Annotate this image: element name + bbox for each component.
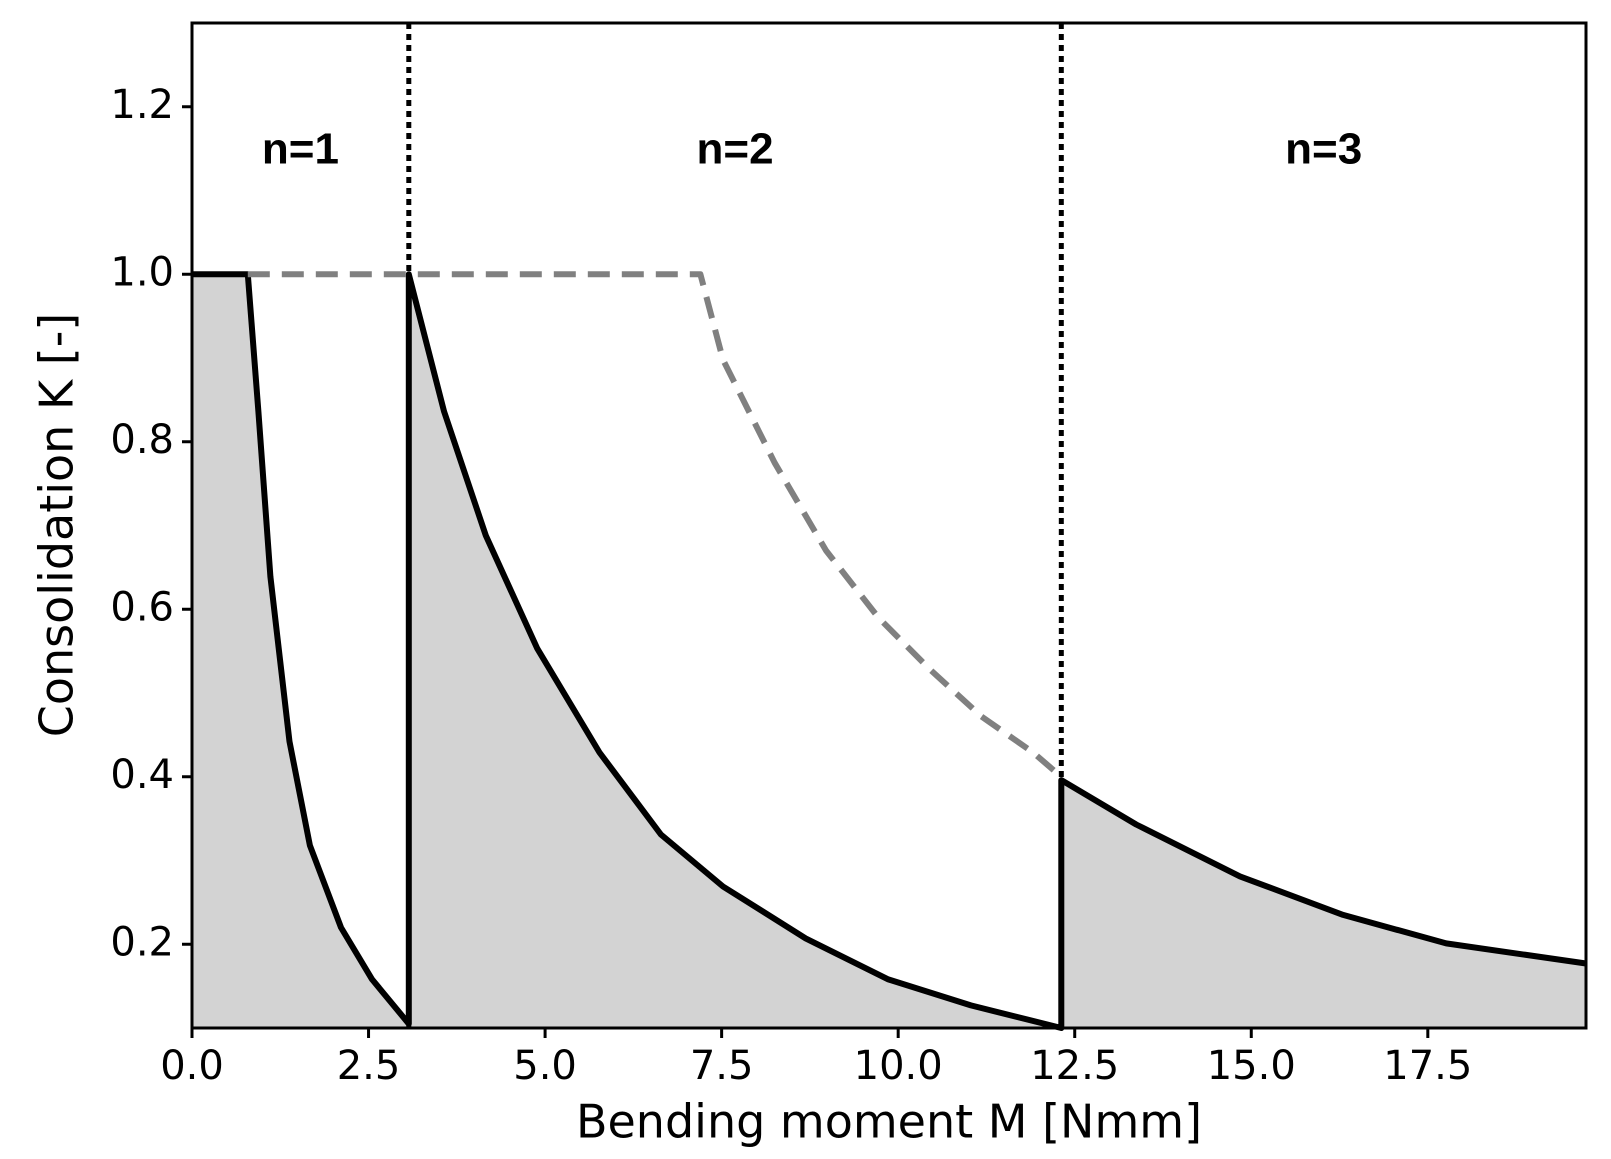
region-label: n=1 [262, 125, 339, 174]
y-axis-label: Consolidation K [-] [30, 313, 84, 738]
x-tick-label: 17.5 [1383, 1043, 1472, 1089]
line [192, 271, 1587, 1031]
plot-frame [190, 21, 1588, 1030]
x-tick-label: 0.0 [160, 1043, 224, 1089]
y-tick-label: 1.2 [110, 82, 174, 128]
region-label: n=3 [1285, 125, 1362, 174]
x-tick-label: 7.5 [690, 1043, 754, 1089]
x-axis-label: Bending moment M [Nmm] [576, 1095, 1202, 1149]
x-tick-label: 12.5 [1030, 1043, 1119, 1089]
y-tick-label: 0.8 [110, 417, 174, 463]
x-tick-label: 5.0 [513, 1043, 577, 1089]
y-tick-label: 0.4 [110, 752, 174, 798]
line [247, 271, 1064, 780]
x-tick-label: 2.5 [337, 1043, 401, 1089]
y-tick-label: 0.6 [110, 584, 174, 630]
y-tick-label: 0.2 [110, 919, 174, 965]
x-tick-label: 15.0 [1207, 1043, 1296, 1089]
area-fill [192, 274, 1586, 1028]
y-tick-label: 1.0 [110, 249, 174, 295]
x-tick-label: 10.0 [854, 1043, 943, 1089]
region-label: n=2 [697, 125, 774, 174]
